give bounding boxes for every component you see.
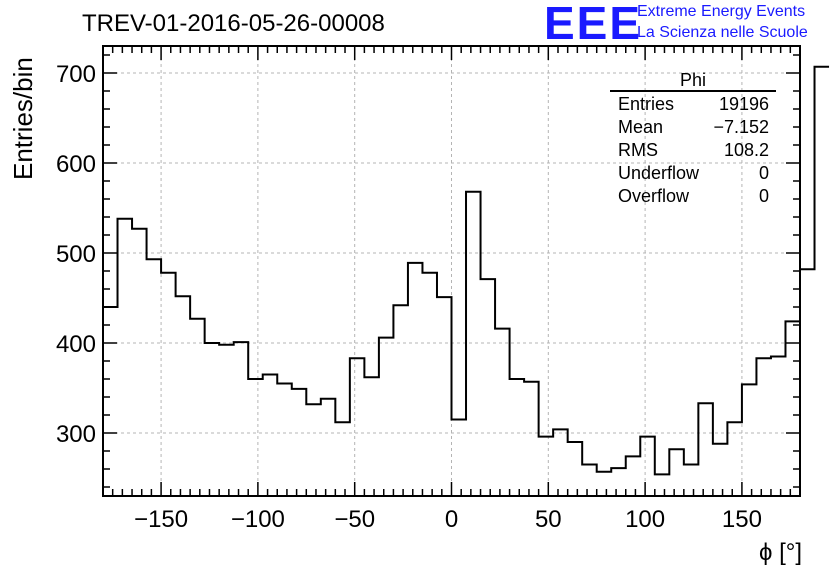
- stats-value: 108.2: [724, 140, 769, 160]
- x-tick-label: −50: [334, 506, 375, 533]
- logo-subtitle-line1: Extreme Energy Events: [637, 3, 806, 20]
- stats-value: −7.152: [713, 117, 769, 137]
- stats-value: 0: [759, 163, 769, 183]
- stats-label: Mean: [618, 117, 663, 137]
- x-tick-label: −100: [231, 506, 285, 533]
- x-tick-labels: −150 −100 −50 0 50 100 150: [134, 506, 762, 533]
- y-tick-label: 600: [56, 151, 96, 178]
- eee-logo: EEE: [544, 0, 643, 49]
- stats-label: Underflow: [618, 163, 700, 183]
- logo-subtitle-line2: La Scienza nelle Scuole: [637, 24, 808, 41]
- y-tick-label: 700: [56, 61, 96, 88]
- y-tick-label: 500: [56, 241, 96, 268]
- x-tick-label: 0: [445, 506, 458, 533]
- chart-title: TREV-01-2016-05-26-00008: [82, 10, 385, 37]
- grid-lines: [103, 46, 800, 496]
- x-tick-label: 50: [535, 506, 562, 533]
- stats-value: 19196: [719, 94, 769, 114]
- stats-label: RMS: [618, 140, 658, 160]
- y-axis-label: Entries/bin: [8, 57, 38, 180]
- stats-box: Phi Entries 19196 Mean −7.152 RMS 108.2 Underf…: [610, 70, 776, 206]
- stats-title: Phi: [680, 70, 706, 90]
- histogram-line: [103, 65, 830, 476]
- stats-label: Overflow: [618, 186, 690, 206]
- x-tick-label: −150: [134, 506, 188, 533]
- axis-ticks: [103, 46, 800, 496]
- stats-value: 0: [759, 186, 769, 206]
- x-axis-label: ϕ [°]: [759, 539, 802, 566]
- y-tick-label: 300: [56, 421, 96, 448]
- stats-label: Entries: [618, 94, 674, 114]
- x-tick-label: 100: [625, 506, 665, 533]
- x-tick-label: 150: [722, 506, 762, 533]
- y-tick-label: 400: [56, 331, 96, 358]
- y-tick-labels: 300 400 500 600 700: [56, 61, 96, 448]
